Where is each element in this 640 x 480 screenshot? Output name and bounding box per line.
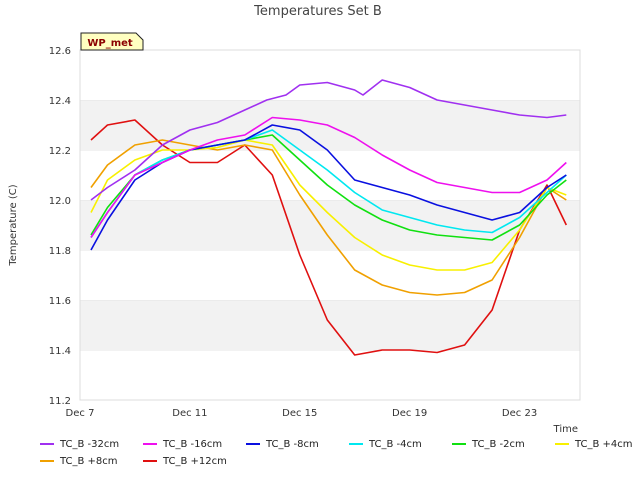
grid-band [80,350,580,400]
legend-swatch [555,443,569,445]
legend-swatch [452,443,466,445]
series-line [90,116,567,238]
y-axis-label: Temperature (C) [8,184,19,266]
x-tick-label: Dec 19 [392,408,427,419]
y-tick-label: 12.4 [49,96,71,107]
series-line [90,139,567,271]
legend-label: TC_B -4cm [369,438,422,450]
legend-item: TC_B -2cm [452,437,525,451]
legend-label: TC_B -2cm [472,438,525,450]
legend-item: TC_B -32cm [40,437,119,451]
legend-swatch [246,443,260,445]
legend-label: TC_B +12cm [163,455,227,467]
series-line [90,79,567,201]
legend-label: TC_B +4cm [575,438,633,450]
y-tick-label: 11.4 [49,346,71,357]
series-line [90,129,567,238]
legend-item: TC_B +4cm [555,437,633,451]
x-axis-label: Time [553,424,578,435]
legend-label: TC_B -32cm [60,438,120,450]
legend-swatch [143,460,157,462]
site-badge-shape [80,32,144,51]
grid-band [80,50,580,100]
grid-band [80,200,580,250]
legend-item: TC_B +8cm [40,454,118,468]
y-tick-label: 11.2 [49,396,71,407]
legend-swatch [40,460,54,462]
grid-band [80,100,580,150]
x-tick-label: Dec 23 [502,408,537,419]
legend-item: TC_B -4cm [349,437,422,451]
legend-label: TC_B -16cm [163,438,223,450]
x-tick-label: Dec 15 [282,408,317,419]
y-tick-label: 12.2 [49,146,71,157]
legend-swatch [143,443,157,445]
x-tick-label: Dec 7 [66,408,95,419]
series-line [90,139,567,296]
y-tick-label: 12.0 [49,196,71,207]
legend-swatch [349,443,363,445]
grid-band [80,250,580,300]
grid-band [80,300,580,350]
legend-label: TC_B +8cm [60,455,118,467]
y-tick-label: 11.8 [49,246,71,257]
legend-item: TC_B -16cm [143,437,222,451]
site-badge: WP_met [80,32,144,51]
legend-item: TC_B +12cm [143,454,227,468]
site-badge-label: WP_met [87,38,133,49]
y-tick-label: 11.6 [49,296,71,307]
chart-title: Temperatures Set B [253,4,382,19]
plot-frame [79,49,581,401]
legend-item: TC_B -8cm [246,437,319,451]
legend-swatch [40,443,54,445]
y-tick-label: 12.6 [49,46,71,57]
grid-band [80,150,580,200]
legend-label: TC_B -8cm [266,438,319,450]
x-tick-label: Dec 11 [172,408,207,419]
